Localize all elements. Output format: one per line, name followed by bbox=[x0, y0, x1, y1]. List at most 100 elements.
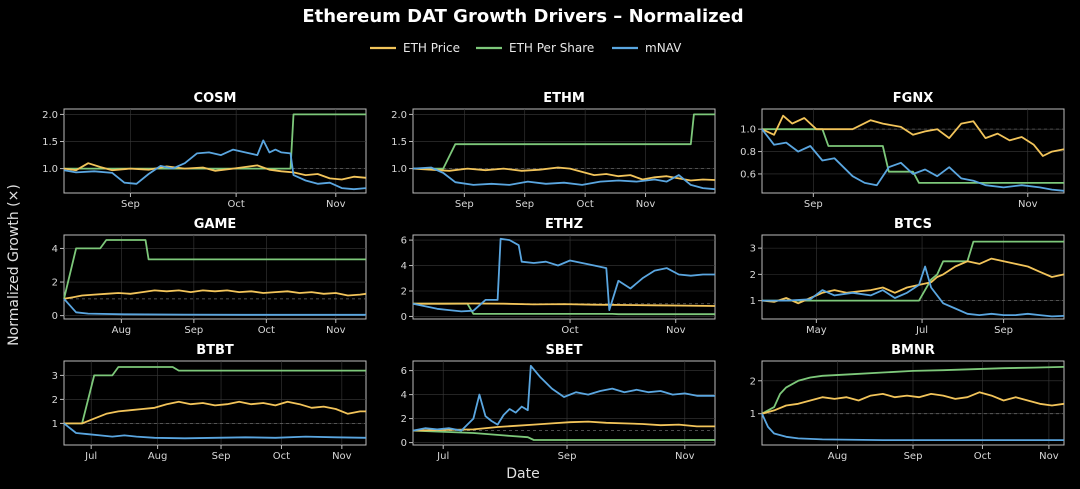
y-tick-label: 4 bbox=[401, 390, 407, 401]
y-tick-label: 2 bbox=[52, 278, 58, 289]
x-tick-label: Oct bbox=[273, 451, 290, 462]
series-line-eth-per-share bbox=[762, 128, 1064, 184]
panel-title: GAME bbox=[194, 217, 237, 232]
series-line-eth-price bbox=[413, 302, 716, 307]
panel-title: SBET bbox=[545, 343, 582, 358]
y-tick-label: 0 bbox=[401, 438, 407, 449]
series-line-eth-per-share bbox=[63, 239, 366, 300]
series-line-mnav bbox=[63, 422, 367, 440]
y-tick-label: 6 bbox=[401, 366, 407, 377]
x-tick-label: Nov bbox=[636, 199, 656, 210]
x-tick-label: Oct bbox=[974, 451, 991, 462]
panel-frame bbox=[761, 234, 1065, 320]
y-tick-label: 1.0 bbox=[740, 125, 756, 136]
panel-frame bbox=[412, 108, 716, 194]
y-tick-label: 3 bbox=[52, 371, 58, 382]
legend-entry-eth-per-share: ETH Per Share bbox=[476, 41, 594, 55]
x-tick-label: Sep bbox=[184, 325, 203, 336]
x-tick-label: Jul bbox=[436, 451, 449, 462]
panel-frame bbox=[63, 108, 367, 194]
x-tick-label: Nov bbox=[326, 199, 346, 210]
y-tick-label: 1.0 bbox=[391, 164, 407, 175]
legend-entry-mnav: mNAV bbox=[612, 41, 682, 55]
series-line-eth-per-share bbox=[413, 113, 715, 170]
series-line-mnav bbox=[412, 364, 715, 432]
x-tick-label: Sep bbox=[994, 325, 1013, 336]
series-line-eth-per-share bbox=[64, 366, 366, 425]
y-tick-label: 3 bbox=[750, 244, 756, 255]
x-tick-label: Oct bbox=[576, 199, 593, 210]
legend: ETH Price ETH Per Share mNAV bbox=[370, 41, 682, 55]
legend-entry-eth-price: ETH Price bbox=[370, 41, 460, 55]
y-tick-label: 2.0 bbox=[391, 110, 407, 121]
x-tick-label: Jul bbox=[84, 451, 97, 462]
y-tick-label: 2 bbox=[750, 376, 756, 387]
x-tick-label: Oct bbox=[258, 325, 275, 336]
series-line-eth-price bbox=[63, 289, 367, 300]
y-tick-label: 0 bbox=[401, 312, 407, 323]
panel-title: BTCS bbox=[894, 217, 932, 232]
x-tick-label: Aug bbox=[828, 451, 848, 462]
y-tick-label: 2 bbox=[401, 414, 407, 425]
y-axis-label: Normalized Growth (×) bbox=[6, 184, 22, 346]
panel-title: ETHM bbox=[543, 91, 585, 106]
x-tick-label: Sep bbox=[515, 199, 534, 210]
y-tick-label: 2.0 bbox=[42, 110, 58, 121]
legend-label-eth-price: ETH Price bbox=[403, 41, 460, 55]
series-line-eth-price bbox=[412, 166, 716, 182]
y-tick-label: 2 bbox=[52, 395, 58, 406]
series-line-mnav bbox=[412, 237, 715, 313]
series-line-eth-price bbox=[412, 420, 715, 432]
y-tick-label: 1.5 bbox=[391, 137, 407, 148]
panel-ethm: ETHM 1.0 1.5 2.0 Sep Sep Oct Nov bbox=[391, 91, 716, 210]
x-tick-label: Oct bbox=[227, 199, 244, 210]
series-line-mnav bbox=[761, 413, 1064, 441]
chart-title: Ethereum DAT Growth Drivers – Normalized bbox=[302, 6, 743, 27]
panel-fgnx: FGNX 0.6 0.8 1.0 Sep Nov bbox=[740, 91, 1065, 210]
panel-grid: COSM 1.0 1.5 2.0 Sep Oct Nov ETHM 1.0 1.5 2.0 Sep Se… bbox=[42, 91, 1065, 462]
x-tick-label: Nov bbox=[332, 451, 352, 462]
panel-title: COSM bbox=[194, 91, 237, 106]
series-line-eth-price bbox=[63, 162, 367, 181]
panel-title: BMNR bbox=[891, 343, 935, 358]
series-line-eth-per-share bbox=[64, 113, 366, 170]
y-tick-label: 1.5 bbox=[42, 137, 58, 148]
y-tick-label: 2 bbox=[750, 270, 756, 281]
panel-frame bbox=[63, 234, 367, 320]
x-tick-label: Jul bbox=[915, 325, 928, 336]
legend-label-mnav: mNAV bbox=[645, 41, 682, 55]
panel-btbt: BTBT 1 2 3 Jul Aug Sep Oct Nov bbox=[52, 343, 367, 462]
x-tick-label: Aug bbox=[148, 451, 168, 462]
panel-btcs: BTCS 1 2 3 May Jul Sep bbox=[750, 217, 1065, 336]
series-line-mnav bbox=[762, 265, 1065, 318]
x-tick-label: Nov bbox=[666, 325, 686, 336]
panel-game: GAME 0 2 4 Aug Sep Oct Nov bbox=[52, 217, 367, 336]
x-tick-label: Nov bbox=[675, 451, 695, 462]
panel-title: ETHZ bbox=[545, 217, 583, 232]
x-tick-label: Aug bbox=[112, 325, 132, 336]
x-axis-label: Date bbox=[506, 466, 539, 482]
y-tick-label: 2 bbox=[401, 287, 407, 298]
panel-cosm: COSM 1.0 1.5 2.0 Sep Oct Nov bbox=[42, 91, 367, 210]
panel-sbet: SBET 0 2 4 6 Jul Sep Nov bbox=[401, 343, 716, 462]
series-line-eth-per-share bbox=[412, 429, 715, 441]
x-tick-label: Sep bbox=[558, 451, 577, 462]
y-tick-label: 1 bbox=[750, 296, 756, 307]
series-line-eth-price bbox=[761, 114, 1065, 157]
x-tick-label: Sep bbox=[804, 199, 823, 210]
panel-frame bbox=[412, 234, 716, 320]
y-tick-label: 1.0 bbox=[42, 164, 58, 175]
panel-title: BTBT bbox=[196, 343, 234, 358]
y-tick-label: 4 bbox=[401, 261, 407, 272]
series-line-eth-price bbox=[761, 391, 1065, 415]
series-line-eth-per-share bbox=[762, 240, 1064, 302]
y-tick-label: 6 bbox=[401, 236, 407, 247]
panel-ethz: ETHZ 0 2 4 6 Oct Nov bbox=[401, 217, 716, 336]
series-line-mnav bbox=[63, 139, 367, 191]
y-tick-label: 0.6 bbox=[740, 169, 756, 180]
y-tick-label: 0.8 bbox=[740, 147, 756, 158]
panel-title: FGNX bbox=[893, 91, 933, 106]
y-tick-label: 0 bbox=[52, 311, 58, 322]
panel-frame bbox=[761, 108, 1065, 194]
